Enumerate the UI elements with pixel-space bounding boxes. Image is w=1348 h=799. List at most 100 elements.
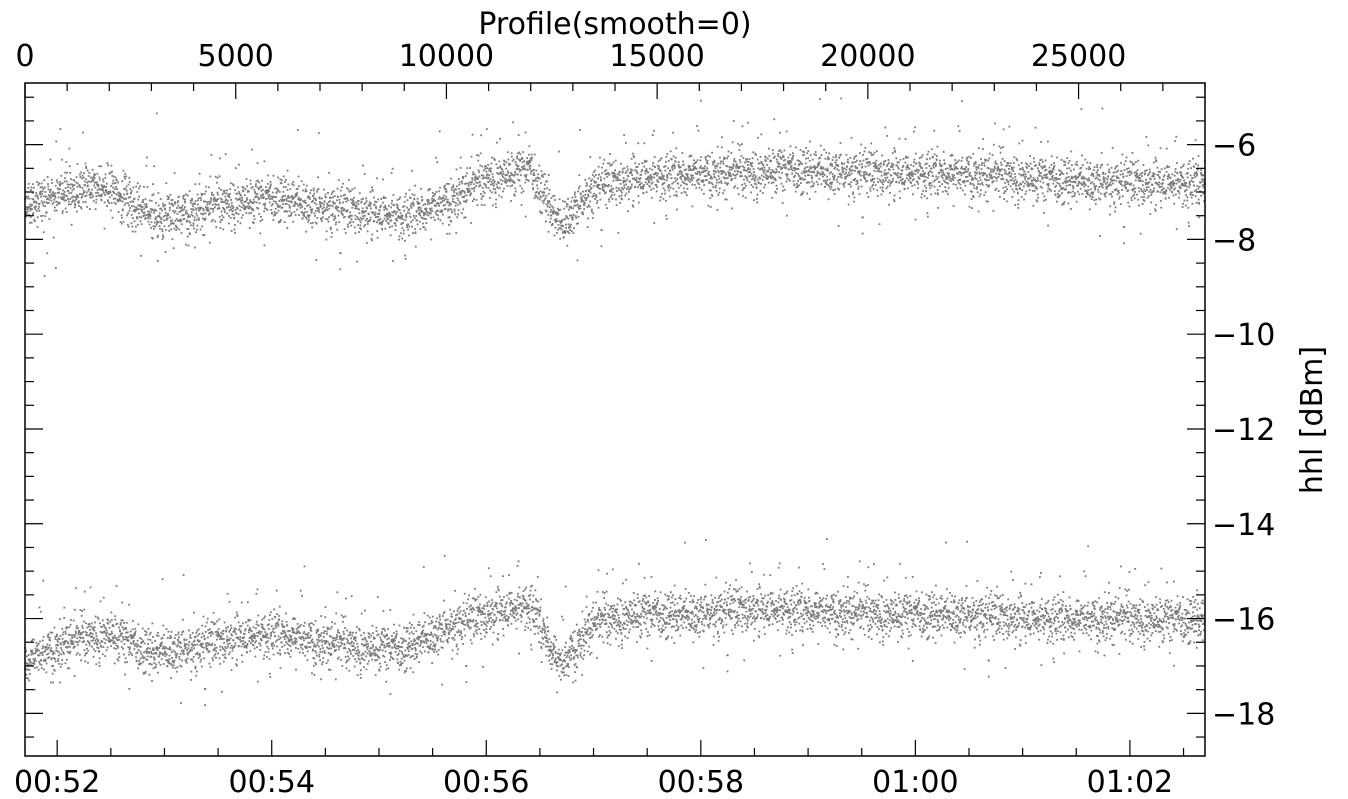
data-point [833,193,836,195]
data-point [114,188,116,190]
data-point [787,161,789,164]
data-point [153,165,155,168]
data-point [946,167,949,170]
data-point [94,208,97,211]
data-point [222,206,224,209]
data-point [506,151,509,154]
data-point [265,186,267,188]
data-point [364,214,366,217]
data-point [64,187,67,189]
data-point [70,223,73,226]
data-point [1074,175,1077,177]
data-point [331,231,333,234]
data-point [819,144,822,147]
data-point [322,216,324,219]
data-point [234,224,236,226]
data-point [162,205,165,208]
data-point [123,175,126,178]
data-point [320,218,323,221]
data-point [1070,208,1072,210]
data-point [484,167,487,170]
data-point [1036,200,1039,203]
data-point [34,206,37,209]
data-point [850,172,853,175]
data-point [1143,196,1145,198]
data-point [83,180,86,183]
data-point [25,211,28,214]
data-point [624,172,627,174]
data-point [688,155,691,158]
data-point [606,185,608,187]
data-point [1041,177,1043,180]
data-point [201,217,204,220]
data-point [623,186,626,189]
data-point [553,234,556,237]
data-point [880,193,883,196]
data-point [426,199,429,201]
data-point [912,165,915,168]
data-point [158,215,161,218]
data-point [835,154,837,156]
data-point [746,164,749,166]
data-point [45,195,48,198]
data-point [505,181,508,184]
data-point [508,176,511,178]
data-point [966,156,969,159]
data-point [872,184,874,186]
data-point [133,197,136,200]
data-point [916,180,919,183]
data-point [541,174,543,177]
data-point [963,181,966,184]
data-point [727,150,730,153]
data-point [283,198,286,201]
data-point [1051,176,1053,178]
data-point [1118,195,1121,198]
data-point [187,235,189,238]
data-point [940,168,943,171]
data-point [925,167,928,169]
data-point [915,162,918,165]
data-point [344,197,347,200]
data-point [344,232,347,234]
data-point [258,213,261,215]
data-point [665,218,668,220]
data-point [174,210,177,213]
data-point [672,155,675,158]
data-point [189,221,192,224]
data-point [611,191,614,194]
data-point [985,174,988,177]
data-point [271,198,274,200]
data-point [1046,173,1048,176]
data-point [42,188,45,190]
data-point [1093,185,1096,188]
data-point [410,203,413,205]
data-point [719,170,722,172]
data-point [404,195,407,198]
data-point [150,227,152,229]
data-point [103,186,105,188]
data-point [263,210,265,213]
data-point [342,201,344,204]
data-point [873,170,876,172]
data-point [657,172,659,175]
data-point [475,199,478,201]
data-point [422,204,425,207]
data-point [1074,192,1076,195]
data-point [267,174,269,177]
data-point [967,180,969,182]
data-point [447,208,450,211]
data-point [897,172,899,174]
data-point [255,180,258,183]
data-point [724,177,727,179]
data-point [570,216,573,219]
data-point [259,186,261,189]
data-point [1091,196,1094,198]
data-point [184,201,187,204]
data-point [67,198,69,200]
data-point [828,172,831,175]
data-point [843,162,846,165]
data-point [469,194,471,197]
data-point [502,159,505,162]
data-point [1005,165,1008,167]
data-point [919,162,921,165]
